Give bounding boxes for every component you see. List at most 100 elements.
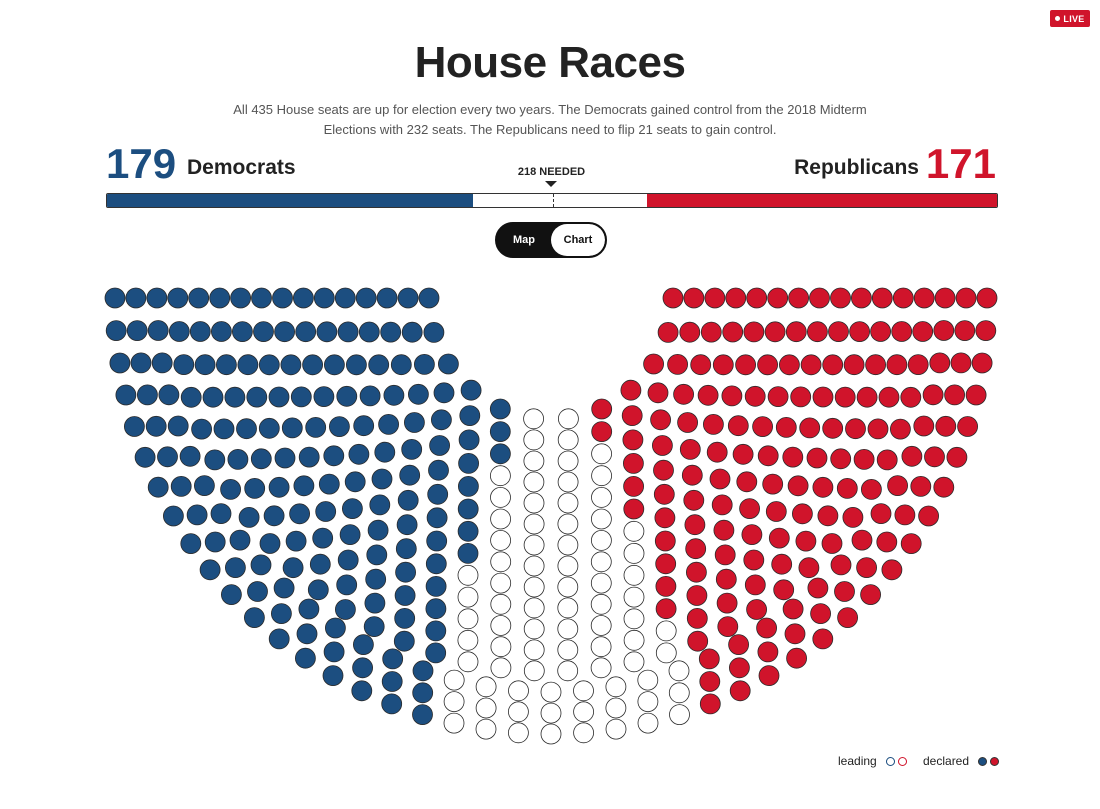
seat-rep[interactable]	[870, 321, 891, 342]
seat-rep[interactable]	[910, 475, 932, 497]
seat-undecided[interactable]	[523, 513, 545, 535]
seat-undecided[interactable]	[591, 508, 612, 530]
seat-undecided[interactable]	[590, 593, 612, 615]
seat-dem[interactable]	[381, 671, 403, 692]
seat-rep[interactable]	[890, 418, 911, 440]
seat-dem[interactable]	[186, 504, 208, 526]
seat-dem[interactable]	[258, 354, 280, 376]
seat-rep[interactable]	[830, 554, 852, 576]
seat-rep[interactable]	[944, 384, 965, 406]
seat-rep[interactable]	[878, 386, 900, 408]
seat-rep[interactable]	[892, 287, 914, 309]
seat-rep[interactable]	[934, 287, 956, 309]
seat-rep[interactable]	[758, 665, 780, 686]
seat-dem[interactable]	[285, 530, 307, 552]
seat-dem[interactable]	[426, 530, 448, 552]
seat-rep[interactable]	[828, 321, 849, 343]
seat-dem[interactable]	[105, 320, 127, 342]
seat-dem[interactable]	[418, 287, 440, 309]
seat-undecided[interactable]	[557, 618, 579, 640]
seat-undecided[interactable]	[489, 465, 511, 487]
seat-undecided[interactable]	[669, 704, 690, 725]
seat-rep[interactable]	[706, 441, 728, 463]
seat-undecided[interactable]	[523, 429, 545, 451]
seat-dem[interactable]	[167, 415, 189, 437]
seat-rep[interactable]	[690, 354, 712, 376]
seat-undecided[interactable]	[523, 450, 545, 472]
seat-rep[interactable]	[856, 557, 877, 578]
seat-undecided[interactable]	[523, 492, 545, 514]
seat-dem[interactable]	[220, 478, 242, 500]
seat-dem[interactable]	[193, 475, 215, 497]
seat-dem[interactable]	[348, 443, 370, 465]
seat-dem[interactable]	[457, 475, 479, 497]
seat-rep[interactable]	[591, 421, 613, 443]
seat-rep[interactable]	[851, 287, 872, 309]
seat-rep[interactable]	[775, 416, 797, 438]
seat-undecided[interactable]	[573, 701, 594, 723]
seat-dem[interactable]	[123, 416, 145, 437]
seat-undecided[interactable]	[655, 642, 677, 664]
seat-dem[interactable]	[376, 287, 398, 309]
seat-dem[interactable]	[358, 321, 380, 343]
seat-rep[interactable]	[812, 386, 834, 408]
seat-undecided[interactable]	[623, 520, 645, 542]
seat-dem[interactable]	[270, 603, 292, 624]
seat-undecided[interactable]	[557, 534, 579, 556]
seat-dem[interactable]	[290, 386, 312, 408]
seat-rep[interactable]	[703, 413, 724, 435]
seat-dem[interactable]	[413, 353, 435, 375]
seat-rep[interactable]	[743, 549, 765, 571]
seat-rep[interactable]	[741, 524, 763, 545]
seat-dem[interactable]	[323, 641, 345, 663]
seat-rep[interactable]	[767, 287, 789, 309]
seat-rep[interactable]	[971, 352, 993, 374]
seat-dem[interactable]	[302, 354, 324, 376]
seat-dem[interactable]	[352, 657, 374, 679]
seat-dem[interactable]	[272, 287, 293, 309]
seat-dem[interactable]	[307, 579, 329, 601]
seat-rep[interactable]	[746, 287, 768, 309]
seat-dem[interactable]	[489, 398, 511, 420]
seat-dem[interactable]	[244, 477, 266, 499]
seat-dem[interactable]	[209, 287, 231, 309]
seat-rep[interactable]	[757, 445, 779, 467]
seat-dem[interactable]	[489, 421, 511, 443]
seat-dem[interactable]	[268, 628, 290, 650]
seat-rep[interactable]	[673, 383, 694, 405]
seat-rep[interactable]	[744, 574, 766, 596]
seat-rep[interactable]	[933, 476, 955, 498]
seat-dem[interactable]	[337, 549, 359, 571]
seat-undecided[interactable]	[655, 620, 677, 642]
seat-undecided[interactable]	[523, 471, 545, 493]
seat-rep[interactable]	[699, 671, 721, 692]
seat-rep[interactable]	[891, 321, 913, 342]
seat-undecided[interactable]	[637, 691, 659, 712]
seat-undecided[interactable]	[490, 508, 512, 530]
seat-dem[interactable]	[199, 559, 221, 581]
seat-undecided[interactable]	[557, 660, 579, 682]
seat-dem[interactable]	[336, 574, 358, 596]
seat-rep[interactable]	[907, 354, 929, 376]
seat-rep[interactable]	[727, 415, 749, 437]
seat-undecided[interactable]	[557, 492, 579, 514]
seat-dem[interactable]	[315, 501, 337, 522]
seat-undecided[interactable]	[443, 691, 465, 712]
seat-rep[interactable]	[729, 657, 750, 679]
seat-dem[interactable]	[399, 464, 421, 486]
seat-rep[interactable]	[757, 354, 778, 376]
seat-undecided[interactable]	[443, 712, 465, 734]
seat-rep[interactable]	[861, 478, 882, 500]
seat-dem[interactable]	[353, 415, 375, 437]
seat-undecided[interactable]	[557, 471, 579, 493]
seat-rep[interactable]	[725, 287, 747, 309]
seat-dem[interactable]	[322, 665, 344, 686]
seat-rep[interactable]	[954, 320, 976, 342]
seat-rep[interactable]	[834, 581, 855, 602]
seat-rep[interactable]	[922, 384, 944, 406]
seat-rep[interactable]	[867, 418, 889, 440]
seat-dem[interactable]	[188, 287, 210, 309]
seat-dem[interactable]	[460, 379, 482, 401]
seat-dem[interactable]	[147, 476, 169, 498]
seat-rep[interactable]	[957, 416, 978, 437]
